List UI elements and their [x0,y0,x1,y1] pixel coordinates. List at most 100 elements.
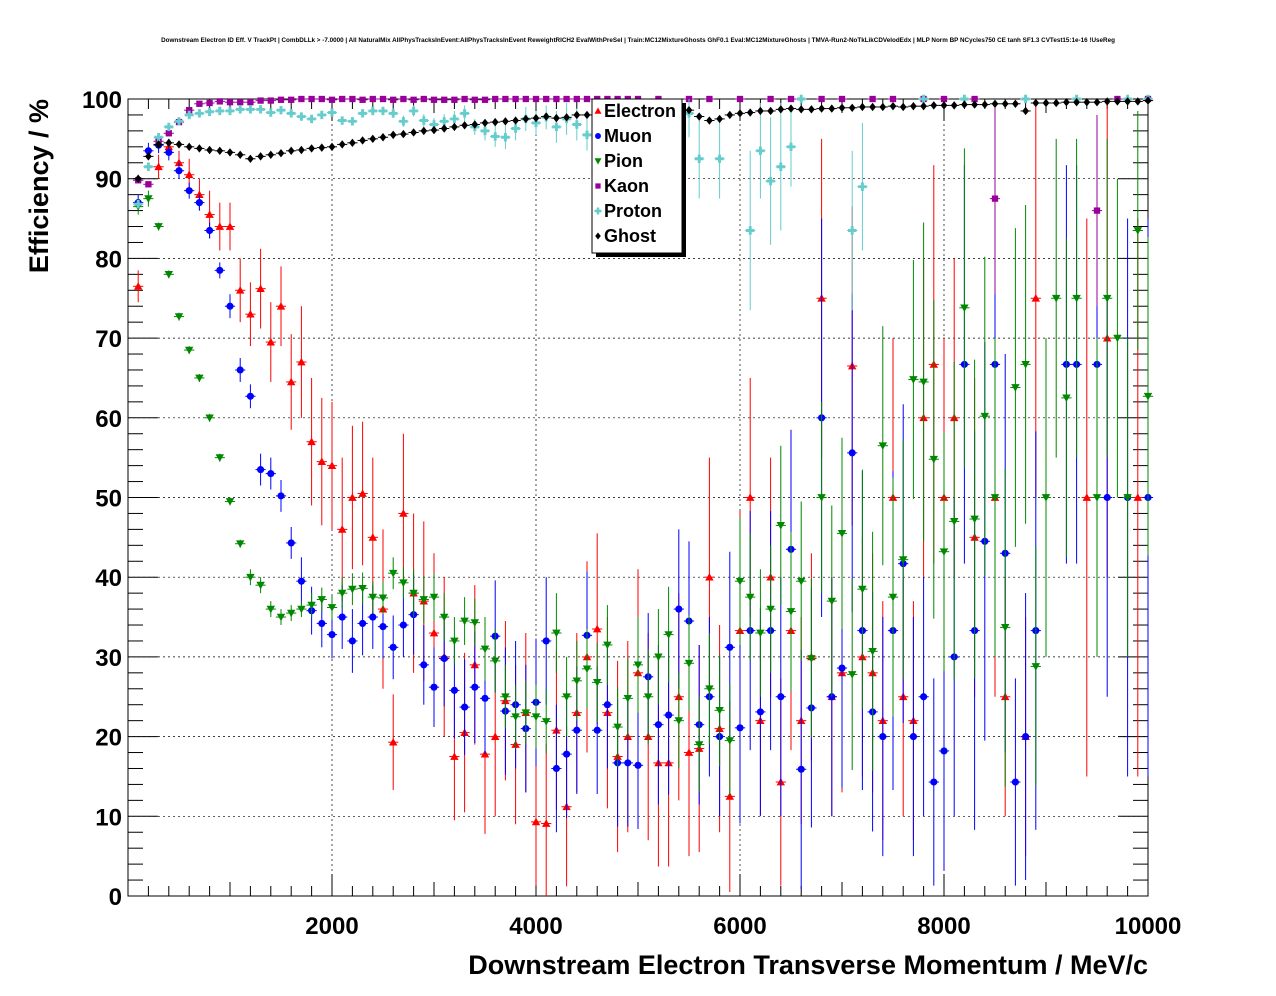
data-point [1061,97,1072,107]
data-point [459,121,470,130]
data-marker [664,631,673,639]
data-marker [358,109,367,118]
data-point [490,95,501,103]
x-axis-title: Downstream Electron Transverse Momentum … [468,950,1148,980]
data-point [163,130,174,137]
data-marker [165,130,172,137]
data-point [673,672,684,769]
data-point [510,116,521,125]
data-marker [613,723,622,732]
data-marker [318,619,326,627]
data-marker [705,573,714,581]
data-marker [756,629,765,638]
data-marker [563,113,570,122]
data-point [867,531,878,771]
data-marker [409,106,418,116]
data-point [265,97,276,104]
data-marker [930,778,938,786]
data-marker [390,96,397,103]
data-point [347,425,358,570]
data-marker [308,144,315,153]
data-point [551,593,562,673]
data-point [367,134,378,144]
data-point [1030,99,1041,498]
data-marker [256,105,265,114]
data-marker [675,605,683,613]
legend-label: Pion [604,151,643,171]
y-tick-label: 90 [95,167,122,194]
data-point [653,609,664,705]
data-marker [726,643,734,651]
data-marker [990,494,1000,502]
data-point [306,95,317,103]
data-marker [878,442,887,450]
data-point [214,202,225,251]
data-point [367,106,378,116]
data-point [316,587,327,612]
data-marker [1093,207,1101,214]
data-marker [236,540,245,548]
data-point [541,743,552,896]
data-marker [195,199,203,207]
data-point [479,118,491,128]
data-marker [369,134,377,144]
data-point [275,266,287,347]
data-marker [399,117,408,126]
data-point [663,586,674,683]
data-marker [460,617,469,626]
data-point [204,107,215,116]
x-tick-label: 2000 [305,913,358,940]
data-point [632,701,644,830]
data-marker [165,148,173,156]
data-point [418,575,429,624]
data-marker [1042,98,1050,108]
data-marker [889,101,897,111]
data-marker [409,589,418,598]
data-marker [572,120,581,129]
data-marker [389,737,398,746]
data-point [153,140,164,149]
data-marker [440,124,448,133]
data-marker [266,605,275,614]
data-point [235,99,246,106]
data-point [204,222,215,239]
data-marker [522,95,529,103]
data-marker [266,108,275,117]
data-point [153,133,164,142]
data-marker [297,112,306,121]
data-marker [480,126,490,136]
data-point [224,294,236,319]
data-point [765,95,776,103]
data-marker [461,95,468,103]
data-point [214,106,225,116]
data-point [938,101,950,110]
data-point [214,262,225,279]
data-marker [205,414,214,422]
data-marker [298,145,305,155]
series-pion [133,110,1154,797]
data-point [459,95,470,103]
data-marker [786,142,796,152]
data-point [449,96,460,103]
data-point [796,501,807,661]
y-tick-label: 30 [95,645,122,672]
data-marker [532,113,540,123]
data-marker [359,136,366,145]
y-tick-label: 10 [95,804,122,831]
data-marker [450,686,458,694]
data-marker [420,126,428,136]
data-point [214,98,225,105]
data-point [347,573,358,606]
data-point [214,146,225,156]
data-marker [236,366,244,374]
data-point [194,373,205,383]
data-marker [593,624,602,633]
data-point [847,578,858,771]
data-marker [838,103,846,112]
data-point [1102,138,1113,458]
data-point [357,136,368,145]
data-point [275,96,287,103]
data-point [306,593,317,618]
data-point [816,95,827,103]
legend-box [591,98,683,254]
